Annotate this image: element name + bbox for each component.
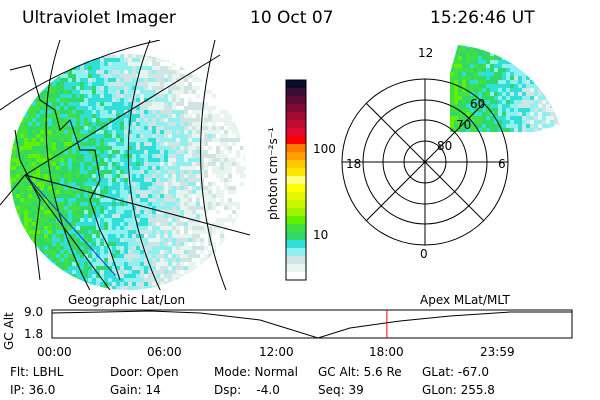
time: 15:26:46 UT [430, 8, 535, 28]
colorbar [286, 80, 306, 281]
colorbar-band [286, 192, 306, 201]
ytick-1.8: 1.8 [24, 327, 44, 341]
mode: Mode: Normal [214, 365, 298, 379]
ytick-9: 9.0 [24, 305, 44, 319]
colorbar-band [286, 256, 306, 265]
lat-lon-grid [0, 40, 250, 290]
colorbar-band [286, 112, 306, 121]
colorbar-band [286, 216, 306, 225]
mlat-60: 60 [470, 97, 486, 111]
colorbar-band [286, 80, 306, 89]
xtick-1800: 18:00 [369, 345, 404, 359]
gain: Gain: 14 [110, 383, 161, 397]
colorbar-band [286, 96, 306, 105]
xtick-0000: 00:00 [37, 345, 72, 359]
apex-label: Apex MLat/MLT [420, 293, 510, 307]
colorbar-band [286, 176, 306, 185]
dsp: Dsp: -4.0 [214, 383, 280, 397]
colorbar-band [286, 128, 306, 137]
mlat-80: 80 [437, 139, 453, 153]
gc-alt: GC Alt: 5.6 Re [318, 365, 402, 379]
filter: Flt: LBHL [10, 365, 64, 379]
colorbar-tick-100: 100 [313, 142, 336, 156]
colorbar-band [286, 104, 306, 113]
colorbar-band [286, 168, 306, 177]
colorbar-band [286, 184, 306, 193]
geographic-label: Geographic Lat/Lon [68, 293, 186, 307]
glon: GLon: 255.8 [422, 383, 495, 397]
colorbar-band [286, 272, 306, 281]
colorbar-band [286, 160, 306, 169]
door: Door: Open [110, 365, 179, 379]
mlt-18: 18 [346, 157, 362, 171]
date: 10 Oct 07 [250, 8, 334, 28]
colorbar-band [286, 264, 306, 273]
mlt-12: 12 [418, 46, 434, 60]
colorbar-label: photon cm⁻²s⁻¹ [266, 127, 280, 220]
mlat-70: 70 [456, 118, 472, 132]
seq: Seq: 39 [318, 383, 364, 397]
coastline [9, 64, 121, 281]
glat: GLat: -67.0 [422, 365, 489, 379]
altitude-ylabel: GC Alt [2, 312, 16, 350]
colorbar-band [286, 232, 306, 241]
colorbar-band [286, 224, 306, 233]
colorbar-band [286, 120, 306, 129]
xtick-2359: 23:59 [480, 345, 515, 359]
colorbar-band [286, 200, 306, 209]
mlt-6: 6 [498, 157, 506, 171]
terminator-line [29, 179, 116, 276]
mlt-0: 0 [420, 247, 428, 261]
colorbar-band [286, 144, 306, 153]
colorbar-band [286, 88, 306, 97]
colorbar-band [286, 136, 306, 145]
ip: IP: 36.0 [10, 383, 56, 397]
altitude-plot [51, 309, 573, 339]
colorbar-band [286, 248, 306, 257]
geographic-map [0, 40, 250, 290]
colorbar-tick-10: 10 [313, 228, 329, 242]
colorbar-band [286, 152, 306, 161]
colorbar-band [286, 208, 306, 217]
xtick-1200: 12:00 [259, 345, 294, 359]
instrument-title: Ultraviolet Imager [22, 8, 176, 28]
xtick-0600: 06:00 [147, 345, 182, 359]
colorbar-band [286, 240, 306, 249]
